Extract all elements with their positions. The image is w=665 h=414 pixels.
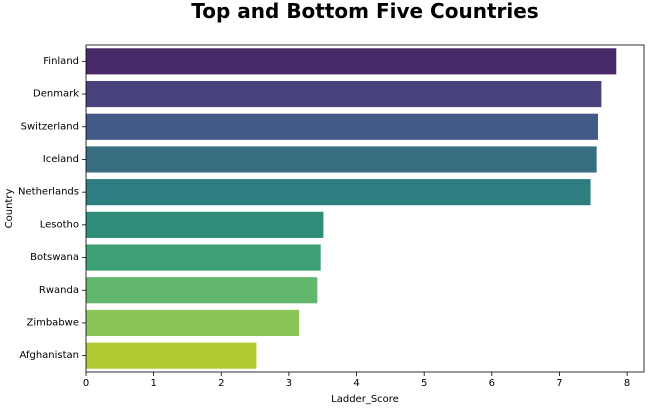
- y-tick-label: Afghanistan: [19, 350, 79, 361]
- bar-afghanistan: [86, 342, 257, 369]
- x-tick-label: 3: [286, 378, 292, 389]
- bar-finland: [86, 48, 617, 75]
- bar-rwanda: [86, 277, 318, 304]
- x-tick-label: 7: [556, 378, 562, 389]
- chart-title: Top and Bottom Five Countries: [191, 0, 538, 23]
- x-tick-label: 8: [624, 378, 630, 389]
- bars-layer: [86, 48, 617, 369]
- x-tick-label: 4: [353, 378, 359, 389]
- y-axis-label: Country: [4, 189, 15, 229]
- bar-switzerland: [86, 113, 599, 140]
- bar-lesotho: [86, 211, 324, 238]
- x-tick-label: 0: [83, 378, 89, 389]
- bar-denmark: [86, 80, 602, 108]
- y-tick-label: Netherlands: [18, 187, 79, 198]
- x-axis-ticks: 0 1 2 3 4 5 6 7 8: [83, 372, 630, 389]
- y-tick-label: Denmark: [33, 89, 79, 100]
- x-tick-label: 2: [218, 378, 224, 389]
- y-tick-label: Zimbabwe: [26, 317, 79, 328]
- y-tick-label: Finland: [43, 56, 79, 67]
- x-tick-label: 1: [150, 378, 156, 389]
- plot-frame: [85, 44, 645, 373]
- bar-botswana: [86, 244, 321, 271]
- bar-iceland: [86, 146, 597, 173]
- y-tick-label: Rwanda: [39, 285, 79, 296]
- y-tick-label: Iceland: [43, 154, 79, 165]
- x-tick-label: 5: [421, 378, 427, 389]
- y-tick-label: Botswana: [30, 252, 79, 263]
- y-tick-label: Switzerland: [21, 121, 79, 132]
- x-tick-label: 6: [489, 378, 495, 389]
- x-axis-label: Ladder_Score: [331, 394, 399, 405]
- bar-zimbabwe: [86, 309, 300, 337]
- bar-netherlands: [86, 179, 591, 206]
- y-tick-label: Lesotho: [40, 219, 79, 230]
- y-axis-ticks: Finland Denmark Switzerland Iceland Netherla…: [18, 56, 86, 361]
